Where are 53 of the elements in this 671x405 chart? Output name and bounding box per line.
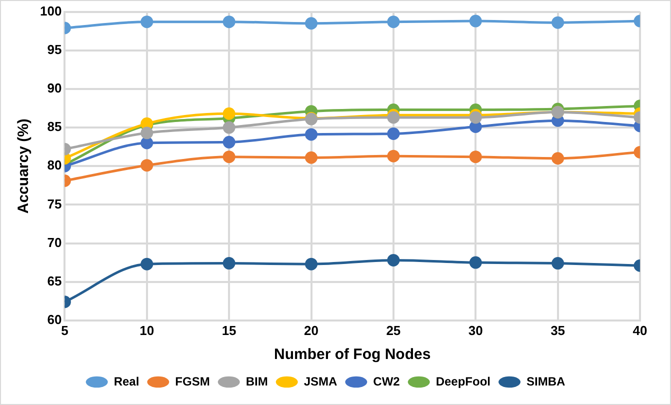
legend-label: CW2: [373, 374, 400, 388]
y-tick-label: 90: [47, 80, 62, 96]
point: [140, 136, 154, 150]
point: [469, 256, 482, 269]
y-tick-label: 60: [47, 312, 62, 327]
point: [222, 257, 236, 270]
point: [222, 136, 236, 148]
point: [222, 121, 236, 134]
point: [305, 151, 318, 164]
point: [305, 258, 318, 270]
point: [305, 128, 318, 141]
x-tick-label: 5: [61, 322, 68, 338]
y-tick-label: 70: [47, 234, 62, 250]
x-axis-title: Number of Fog Nodes: [274, 346, 431, 364]
legend-label: FGSM: [175, 374, 210, 388]
point: [387, 16, 400, 28]
y-tick-label: 95: [47, 42, 62, 57]
y-tick-label: 80: [47, 158, 62, 173]
point: [469, 111, 482, 124]
y-axis-title: Accuarcy (%): [15, 118, 32, 214]
x-tick-label: 25: [386, 322, 401, 338]
point: [552, 152, 564, 165]
y-tick-label: 75: [47, 196, 62, 212]
point: [140, 16, 154, 28]
x-tick-label: 40: [632, 322, 648, 338]
point: [387, 150, 400, 162]
x-tick-label: 20: [304, 322, 318, 338]
point: [222, 107, 236, 120]
y-tick-label: 65: [47, 273, 62, 288]
point: [469, 150, 482, 164]
point: [305, 17, 318, 30]
point: [552, 16, 564, 29]
legend-label: DeepFool: [436, 374, 491, 388]
point: [140, 126, 154, 140]
x-tick-label: 10: [140, 322, 154, 338]
legend-label: BIM: [246, 374, 268, 388]
point: [469, 14, 482, 28]
point: [222, 150, 236, 164]
point: [387, 254, 400, 266]
point: [222, 16, 236, 28]
legend-label: Real: [114, 374, 140, 388]
x-tick-label: 35: [550, 322, 566, 338]
x-tick-label: 30: [468, 322, 483, 338]
y-tick-label: 85: [47, 119, 62, 134]
legend-label: JSMA: [304, 374, 338, 388]
point: [387, 127, 400, 140]
point: [552, 257, 564, 270]
x-tick-label: 15: [222, 322, 236, 338]
point: [140, 258, 154, 270]
legend-label: SIMBA: [526, 374, 566, 388]
point: [387, 111, 400, 124]
y-tick-label: 100: [40, 3, 62, 18]
point: [140, 159, 154, 172]
